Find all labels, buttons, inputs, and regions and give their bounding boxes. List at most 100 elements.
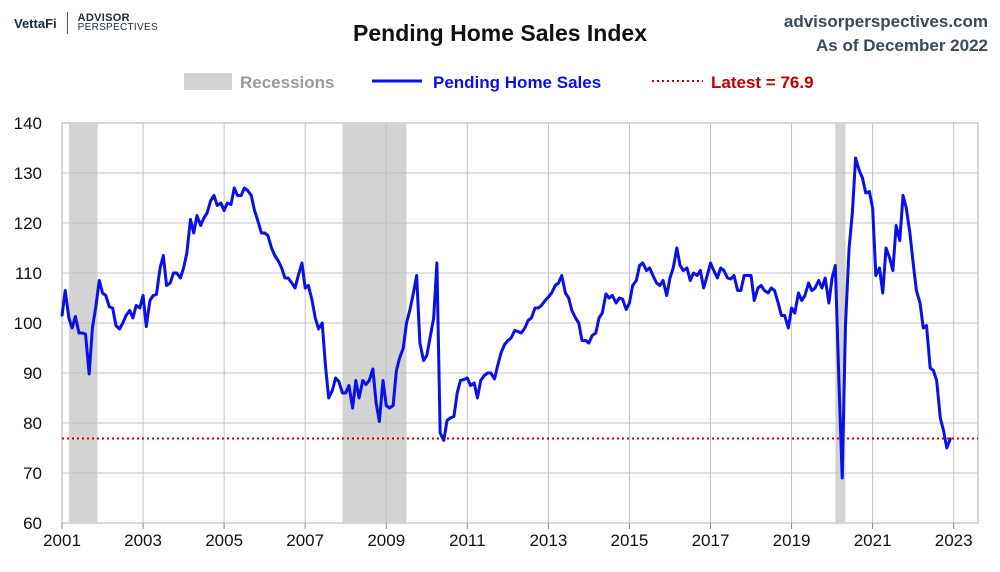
data-point [729, 277, 732, 281]
data-point [229, 203, 233, 206]
data-point [438, 431, 442, 435]
data-point [793, 311, 796, 315]
x-tick-label: 2019 [773, 531, 811, 550]
data-point [486, 371, 489, 375]
legend-series-label: Pending Home Sales [433, 73, 601, 92]
data-point [435, 261, 439, 265]
data-point [790, 306, 793, 310]
data-point [192, 231, 195, 235]
data-point [570, 309, 574, 312]
data-point [344, 391, 347, 395]
data-point [651, 274, 655, 277]
data-point [628, 301, 631, 305]
y-tick-label: 110 [15, 264, 42, 283]
data-point [584, 339, 587, 342]
data-point [131, 316, 135, 320]
data-point [918, 301, 922, 305]
data-point [635, 279, 638, 282]
data-point [888, 256, 891, 260]
data-point [506, 339, 510, 342]
data-point [321, 321, 324, 325]
data-point [138, 306, 142, 310]
data-point [797, 291, 800, 295]
data-point [469, 384, 472, 387]
source-site: advisorperspectives.com [783, 12, 988, 31]
data-point [726, 276, 729, 280]
data-point [590, 334, 594, 337]
x-tick-label: 2021 [854, 531, 892, 550]
data-point [732, 274, 736, 277]
data-point [807, 281, 810, 285]
y-tick-label: 80 [23, 414, 42, 433]
x-tick-label: 2013 [529, 531, 567, 550]
data-point [834, 264, 837, 267]
vettafi-logo: VettaFi [14, 15, 57, 31]
data-point [347, 384, 351, 387]
data-point [898, 239, 901, 242]
data-point [455, 391, 459, 395]
x-tick-label: 2001 [43, 531, 81, 550]
data-point [689, 279, 692, 282]
data-point [800, 299, 803, 302]
data-point [145, 325, 148, 328]
data-point [81, 331, 84, 335]
data-point [155, 293, 158, 296]
data-point [357, 396, 361, 400]
x-tick-label: 2007 [286, 531, 324, 550]
data-point [884, 246, 888, 250]
data-point [526, 319, 530, 322]
legend-recessions-swatch [184, 73, 232, 90]
data-point [209, 199, 212, 202]
data-point [878, 266, 881, 270]
data-point [624, 308, 628, 311]
data-point [847, 246, 851, 250]
data-point [560, 274, 563, 277]
legend-recessions-label: Recessions [240, 73, 335, 92]
data-point [489, 371, 493, 375]
x-tick-label: 2009 [367, 531, 405, 550]
data-point [678, 264, 682, 267]
data-point [645, 269, 648, 272]
data-point [547, 295, 550, 299]
data-point [324, 364, 327, 367]
data-point [476, 396, 479, 400]
data-point [837, 381, 841, 385]
data-point [874, 274, 878, 277]
data-point [722, 269, 726, 272]
data-point [334, 376, 337, 380]
data-point [141, 294, 145, 297]
data-point [452, 415, 456, 418]
data-point [607, 296, 611, 300]
data-point [479, 379, 482, 382]
data-point [577, 321, 580, 325]
data-point [706, 274, 709, 277]
data-point [212, 194, 216, 197]
data-point [949, 437, 952, 440]
data-point [773, 289, 776, 292]
data-point [554, 284, 557, 287]
data-point [749, 274, 753, 277]
logo-perspectives-text: PERSPECTIVES [77, 22, 158, 33]
data-point [901, 194, 905, 197]
data-point [756, 286, 760, 290]
data-point [939, 416, 942, 420]
data-point [638, 264, 641, 267]
data-point [239, 194, 243, 197]
data-point [658, 284, 662, 287]
data-point [151, 294, 155, 297]
data-point [533, 306, 537, 310]
data-point [932, 369, 935, 372]
data-point [290, 281, 294, 285]
data-point [827, 301, 831, 305]
data-point [692, 271, 695, 275]
data-point [509, 336, 513, 340]
x-axis-ticks: 2001 2003 2005 2007 2009 2011 2013 2015 2017 2019… [43, 523, 973, 550]
data-point [604, 292, 608, 296]
data-point [391, 404, 395, 407]
data-point [719, 266, 722, 270]
x-tick-label: 2017 [692, 531, 730, 550]
data-point [597, 316, 601, 320]
data-point [256, 219, 259, 222]
y-tick-label: 70 [23, 464, 42, 483]
data-point [496, 364, 499, 367]
